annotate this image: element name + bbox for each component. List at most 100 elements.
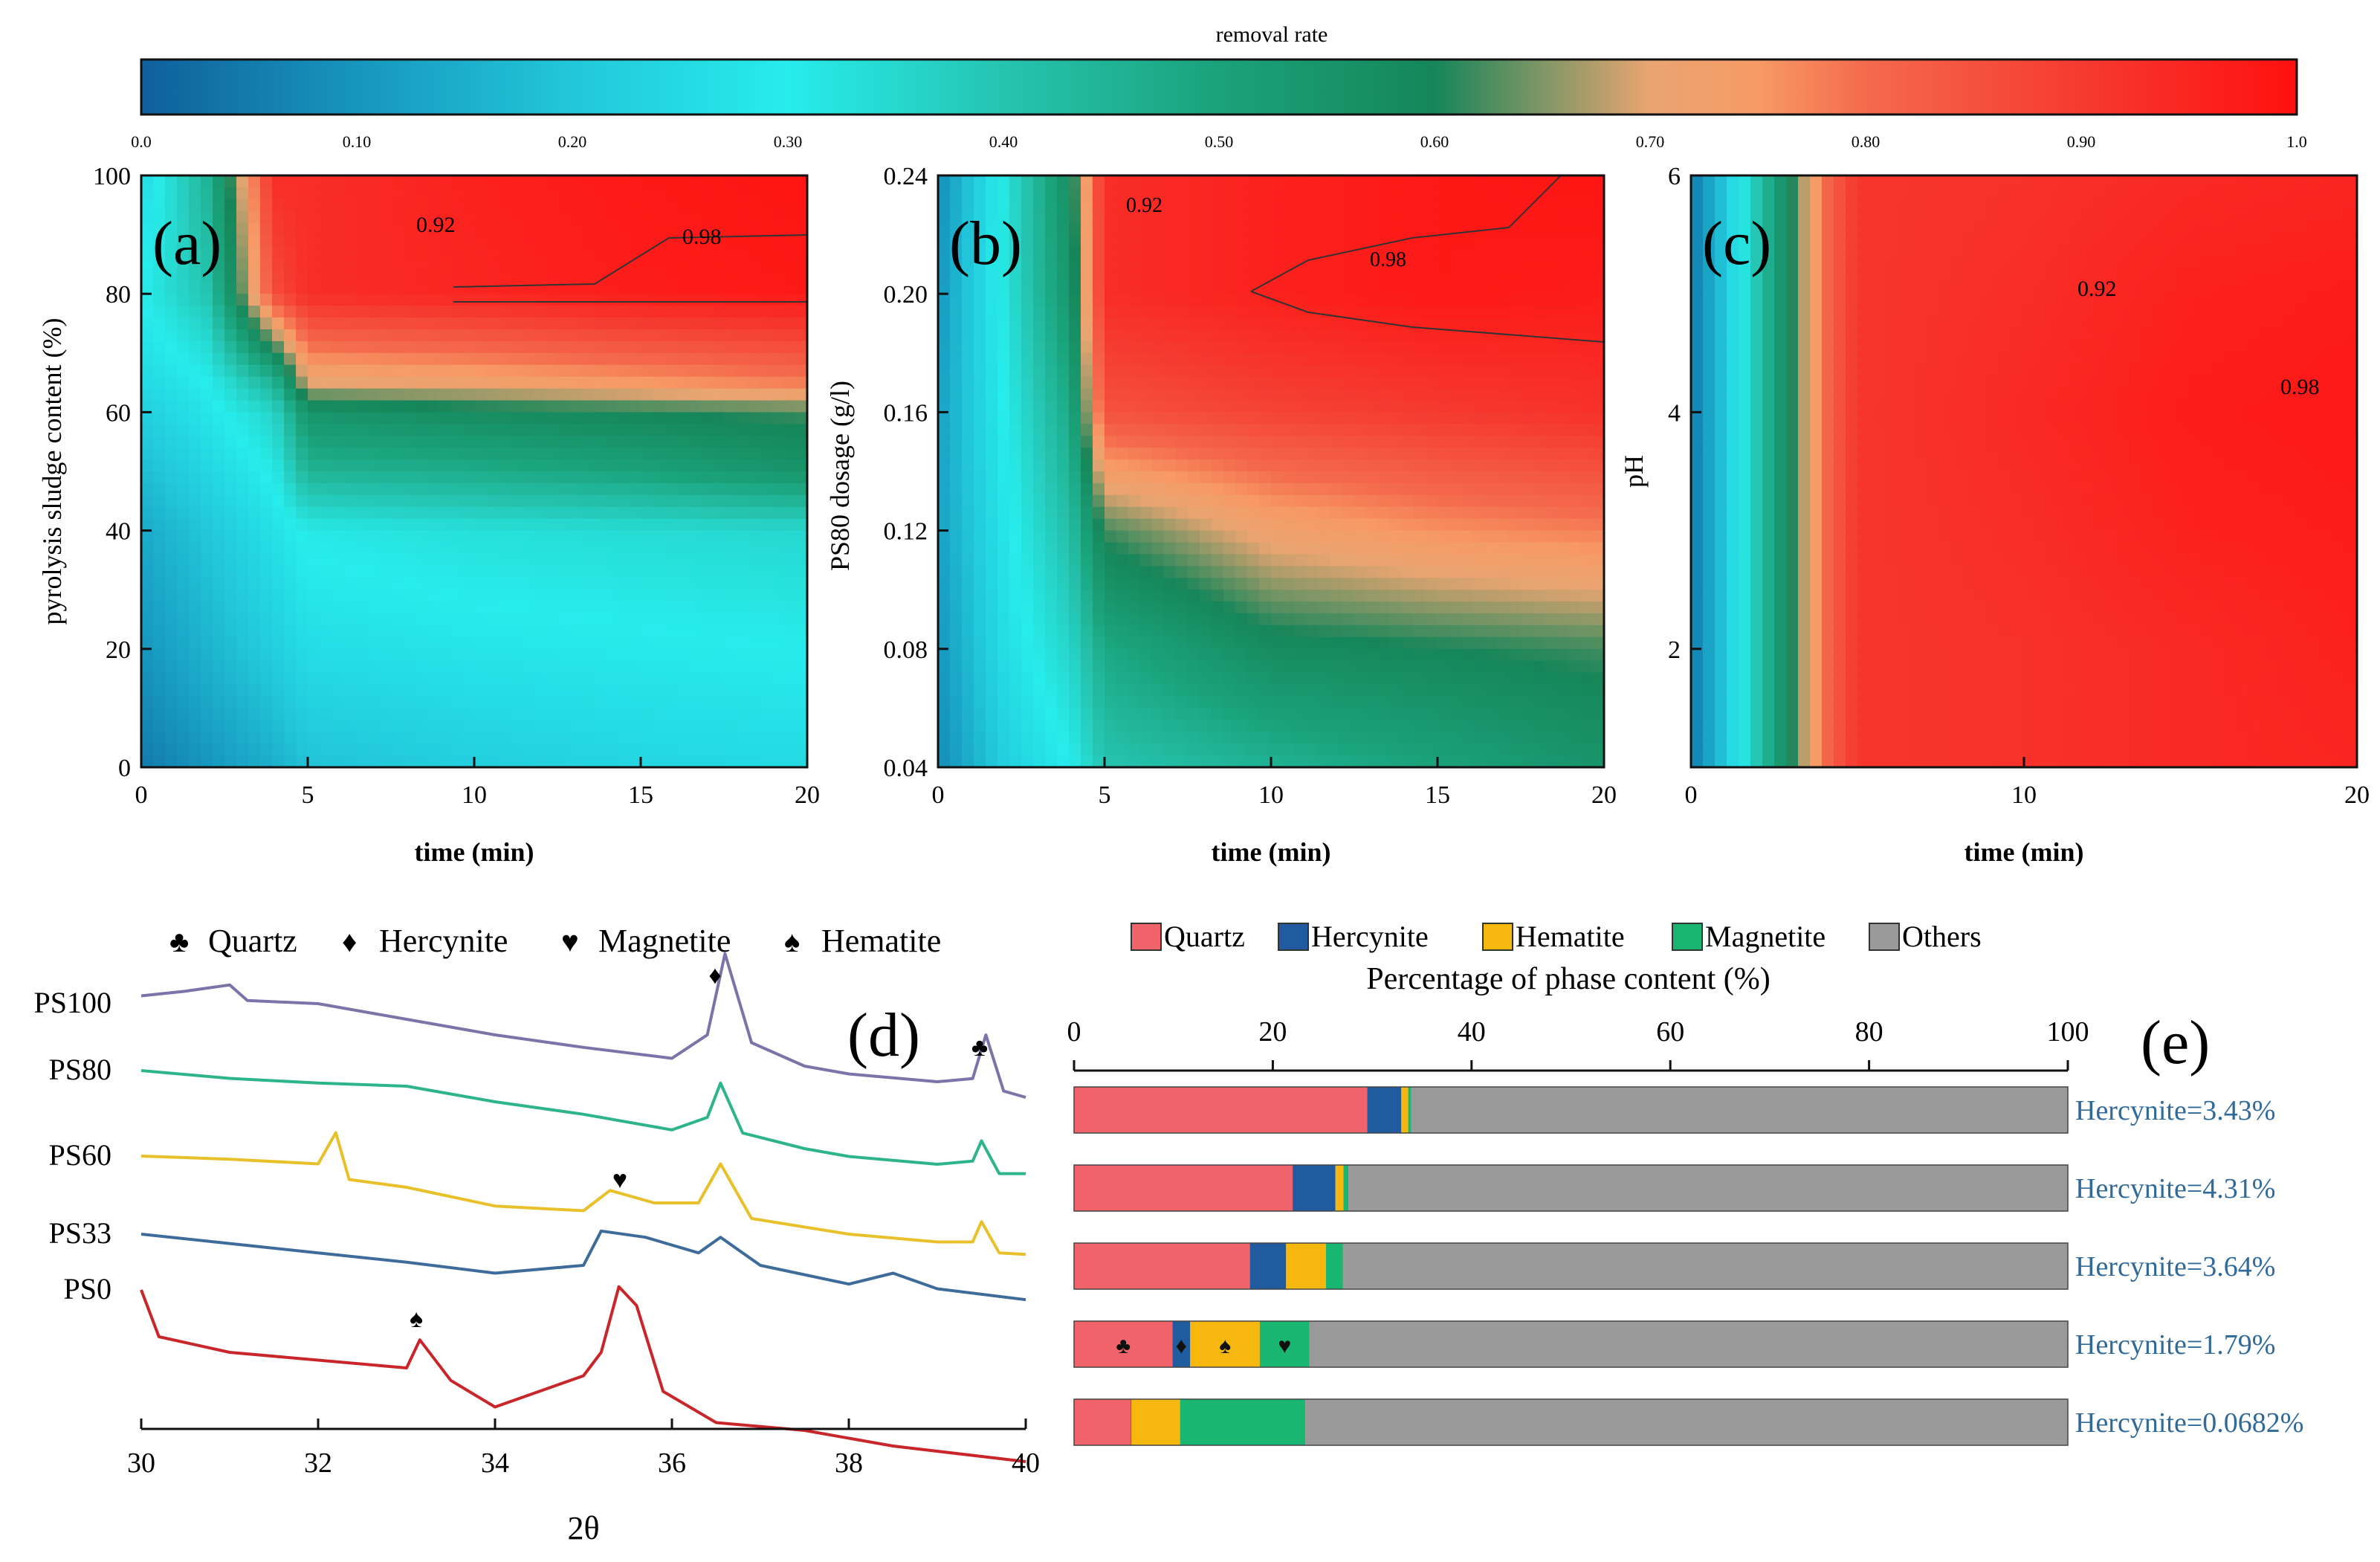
- heatmap-cell: [1057, 412, 1070, 425]
- heatmap-cell: [343, 412, 356, 425]
- heatmap-cell: [950, 210, 963, 224]
- heatmap-cell: [546, 282, 558, 294]
- heatmap-cell: [1045, 412, 1058, 425]
- heatmap-cell: [177, 317, 190, 330]
- heatmap-cell: [1330, 175, 1343, 188]
- heatmap-cell: [1152, 424, 1165, 437]
- heatmap-cell: [1223, 448, 1236, 460]
- heatmap-cell: [1164, 376, 1177, 390]
- heatmap-cell: [1592, 317, 1604, 330]
- heatmap-cell: [688, 329, 701, 342]
- heatmap-cell: [783, 506, 796, 520]
- heatmap-cell: [1212, 601, 1224, 614]
- heatmap-cell: [379, 210, 392, 224]
- heatmap-cell: [189, 459, 201, 472]
- heatmap-cell: [367, 388, 380, 401]
- heatmap-cell: [605, 720, 618, 733]
- heatmap-cell: [248, 400, 261, 413]
- heatmap-cell: [783, 601, 796, 614]
- heatmap-cell: [1295, 459, 1307, 472]
- heatmap-cell: [1140, 270, 1153, 283]
- heatmap-cell: [1271, 306, 1284, 318]
- heatmap-cell: [201, 258, 213, 271]
- heatmap-cell: [343, 483, 356, 496]
- heatmap-cell: [1449, 554, 1462, 567]
- heatmap-cell: [748, 483, 760, 496]
- heatmap-cell: [1592, 590, 1604, 602]
- heatmap-cell: [950, 412, 963, 425]
- heatmap-cell: [1164, 222, 1177, 236]
- heatmap-cell: [712, 660, 725, 674]
- heatmap-cell: [332, 187, 344, 200]
- heatmap-cell: [1438, 494, 1450, 508]
- heatmap-cell: [1449, 566, 1462, 579]
- heatmap-cell: [581, 471, 594, 484]
- heatmap-cell: [664, 708, 677, 721]
- heatmap-cell: [938, 329, 951, 342]
- heatmap-cell: [486, 352, 499, 366]
- heatmap-cell: [1580, 258, 1593, 271]
- heatmap-cell: [1033, 341, 1046, 354]
- heatmap-cell: [617, 306, 630, 318]
- heatmap-cell: [724, 412, 737, 425]
- heatmap-cell: [355, 436, 368, 448]
- heatmap-cell: [641, 222, 653, 236]
- heatmap-cell: [1497, 388, 1510, 401]
- heatmap-cell: [736, 294, 748, 306]
- heatmap-cell: [1069, 471, 1081, 484]
- y-tick-label: 60: [106, 399, 131, 427]
- heatmap-cell: [296, 294, 308, 306]
- heatmap-cell: [748, 436, 760, 448]
- heatmap-cell: [450, 246, 463, 259]
- heatmap-cell: [1426, 258, 1438, 271]
- heatmap-cell: [522, 755, 534, 767]
- heatmap-cell: [1402, 341, 1414, 354]
- heatmap-cell: [605, 743, 618, 756]
- heatmap-cell: [676, 459, 689, 472]
- heatmap-cell: [795, 743, 807, 756]
- heatmap-cell: [664, 270, 677, 283]
- heatmap-cell: [1188, 270, 1200, 283]
- heatmap-cell: [1426, 554, 1438, 567]
- heatmap-cell: [308, 187, 320, 200]
- heatmap-cell: [403, 648, 415, 662]
- heatmap-cell: [1247, 317, 1260, 330]
- heatmap-cell: [1259, 246, 1272, 259]
- heatmap-cell: [962, 317, 974, 330]
- heatmap-cell: [1116, 294, 1129, 306]
- heatmap-cell: [1521, 400, 1533, 413]
- heatmap-cell: [1295, 601, 1307, 614]
- heatmap-cell: [1307, 222, 1319, 236]
- heatmap-cell: [581, 317, 594, 330]
- heatmap-cell: [391, 400, 404, 413]
- heatmap-cell: [450, 648, 463, 662]
- heatmap-cell: [1235, 424, 1248, 437]
- heatmap-cell: [1461, 566, 1474, 579]
- heatmap-cell: [700, 341, 713, 354]
- heatmap-cell: [712, 708, 725, 721]
- heatmap-cell: [1033, 306, 1046, 318]
- heatmap-cell: [1188, 352, 1200, 366]
- heatmap-cell: [248, 175, 261, 188]
- heatmap-cell: [688, 210, 701, 224]
- heatmap-cell: [332, 270, 344, 283]
- heatmap-cell: [569, 222, 582, 236]
- heatmap-cell: [617, 566, 630, 579]
- heatmap-cell: [1545, 270, 1557, 283]
- heatmap-cell: [688, 684, 701, 697]
- heatmap-cell: [760, 317, 772, 330]
- heatmap-cell: [712, 412, 725, 425]
- heatmap-cell: [1093, 258, 1105, 271]
- heatmap-cell: [1295, 590, 1307, 602]
- heatmap-cell: [1021, 388, 1034, 401]
- heatmap-cell: [415, 743, 427, 756]
- heatmap-cell: [629, 199, 641, 212]
- heatmap-cell: [189, 506, 201, 520]
- heatmap-cell: [177, 329, 190, 342]
- heatmap-cell: [1247, 210, 1260, 224]
- heatmap-cell: [355, 660, 368, 674]
- heatmap-cell: [1342, 400, 1355, 413]
- heatmap-cell: [1402, 258, 1414, 271]
- heatmap-cell: [724, 566, 737, 579]
- heatmap-cell: [1128, 222, 1141, 236]
